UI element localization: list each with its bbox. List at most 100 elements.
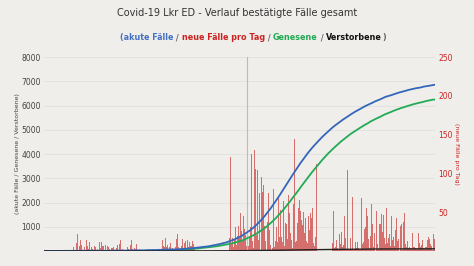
Bar — [266, 250, 267, 251]
Bar — [300, 211, 301, 251]
Bar — [137, 250, 138, 251]
Bar — [113, 247, 114, 251]
Bar — [379, 224, 380, 251]
Bar — [410, 248, 411, 251]
Bar — [270, 245, 271, 251]
Bar — [386, 208, 387, 251]
Bar — [76, 243, 77, 251]
Bar — [283, 201, 284, 251]
Bar — [263, 242, 264, 251]
Bar — [104, 250, 105, 251]
Bar — [370, 236, 371, 251]
Bar — [295, 242, 296, 251]
Bar — [419, 243, 420, 251]
Bar — [232, 238, 233, 251]
Bar — [346, 169, 348, 251]
Bar — [381, 214, 382, 251]
Bar — [279, 236, 280, 251]
Bar — [378, 250, 379, 251]
Text: (akute Fälle: (akute Fälle — [119, 33, 173, 42]
Bar — [103, 246, 104, 251]
Bar — [126, 250, 127, 251]
Bar — [135, 250, 136, 251]
Bar — [372, 223, 373, 251]
Bar — [422, 240, 423, 251]
Bar — [416, 248, 417, 251]
Bar — [382, 232, 383, 251]
Bar — [119, 240, 120, 251]
Bar — [245, 235, 246, 251]
Bar — [193, 244, 194, 251]
Bar — [92, 249, 93, 251]
Bar — [280, 210, 281, 251]
Bar — [80, 246, 81, 251]
Bar — [425, 247, 426, 251]
Bar — [288, 195, 289, 251]
Bar — [408, 241, 409, 251]
Bar — [190, 246, 191, 251]
Bar — [170, 247, 171, 251]
Bar — [188, 247, 189, 251]
Bar — [334, 248, 335, 251]
Bar — [175, 247, 176, 251]
Bar — [430, 244, 431, 251]
Bar — [237, 236, 238, 251]
Bar — [256, 169, 257, 251]
Bar — [165, 247, 166, 251]
Bar — [182, 239, 183, 251]
Bar — [414, 247, 415, 251]
Bar — [376, 211, 377, 251]
Bar — [100, 248, 101, 251]
Bar — [105, 245, 106, 251]
Bar — [391, 216, 392, 251]
Bar — [364, 242, 365, 251]
Bar — [77, 234, 78, 251]
Bar — [181, 246, 182, 251]
Text: Covid-19 Lkr ED - Verlauf bestätigte Fälle gesamt: Covid-19 Lkr ED - Verlauf bestätigte Fäl… — [117, 8, 357, 18]
Bar — [282, 242, 283, 251]
Bar — [434, 239, 435, 251]
Bar — [291, 240, 292, 251]
Bar — [89, 242, 90, 251]
Bar — [125, 250, 126, 251]
Bar — [261, 177, 262, 251]
Bar — [420, 247, 421, 251]
Bar — [432, 250, 433, 251]
Bar — [349, 250, 350, 251]
Bar — [87, 247, 88, 251]
Bar — [173, 250, 174, 251]
Bar — [268, 193, 269, 251]
Bar — [406, 247, 408, 251]
Text: ): ) — [382, 33, 386, 42]
Bar — [368, 239, 369, 251]
Text: /: / — [264, 33, 273, 42]
Bar — [310, 213, 311, 251]
Bar — [348, 249, 349, 251]
Bar — [81, 240, 82, 251]
Bar — [374, 234, 375, 251]
Bar — [184, 243, 185, 251]
Bar — [412, 233, 413, 251]
Bar — [166, 245, 167, 251]
Bar — [380, 224, 381, 251]
Bar — [387, 243, 388, 251]
Bar — [257, 240, 259, 251]
Bar — [86, 240, 87, 251]
Bar — [251, 154, 252, 251]
Bar — [369, 248, 370, 251]
Bar — [393, 237, 394, 251]
Bar — [390, 246, 391, 251]
Bar — [366, 208, 367, 251]
Bar — [115, 250, 116, 251]
Bar — [164, 238, 165, 251]
Bar — [267, 222, 268, 251]
Bar — [355, 242, 356, 251]
Bar — [342, 247, 343, 251]
Bar — [129, 250, 130, 251]
Bar — [351, 249, 352, 251]
Bar — [311, 218, 312, 251]
Bar — [423, 248, 424, 251]
Bar — [333, 211, 334, 251]
Bar — [246, 246, 247, 251]
Bar — [177, 234, 178, 251]
